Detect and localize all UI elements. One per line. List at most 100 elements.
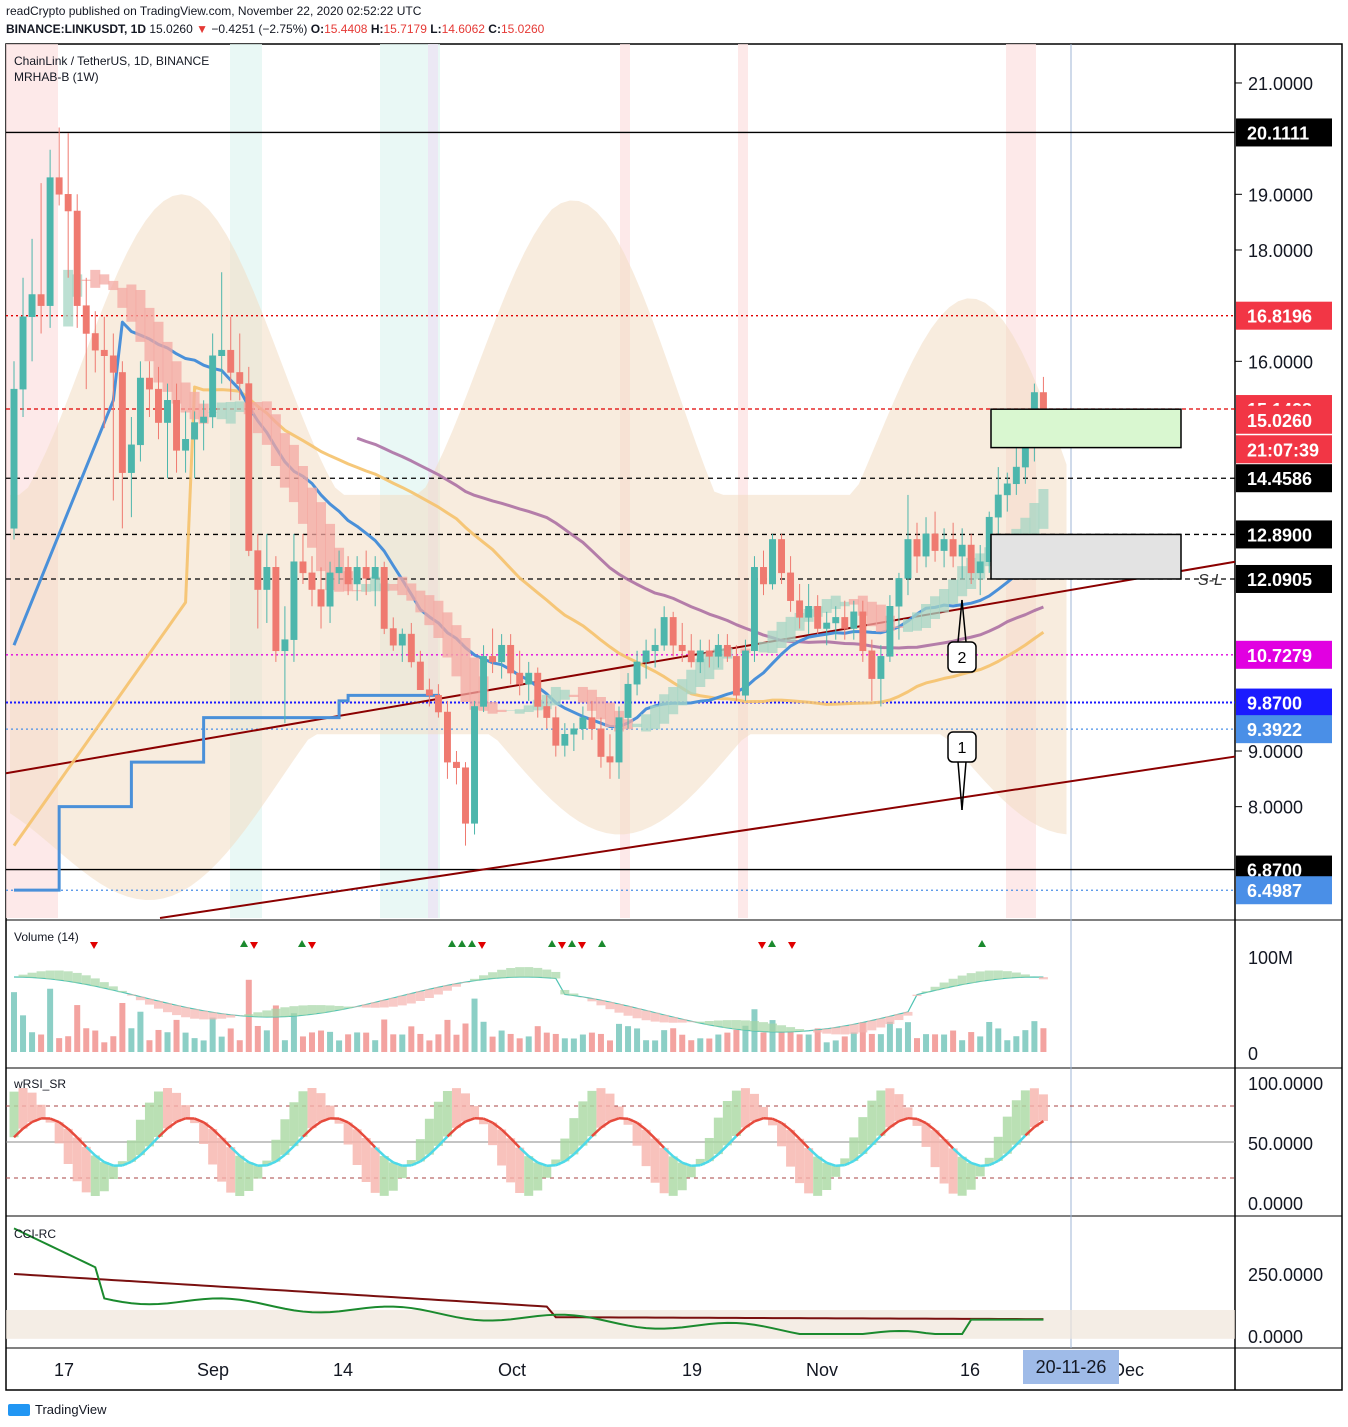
candle[interactable] xyxy=(606,734,614,779)
candle[interactable] xyxy=(760,550,767,596)
candle[interactable] xyxy=(317,567,325,629)
candle[interactable] xyxy=(904,494,912,596)
candle[interactable] xyxy=(82,277,90,390)
candle[interactable] xyxy=(994,467,1002,540)
candle[interactable] xyxy=(182,411,190,473)
candle[interactable] xyxy=(660,606,668,651)
candle[interactable] xyxy=(218,272,226,384)
candle[interactable] xyxy=(398,628,406,662)
candle[interactable] xyxy=(480,645,488,713)
candle[interactable] xyxy=(136,361,144,462)
candle[interactable] xyxy=(597,717,605,768)
candle[interactable] xyxy=(552,706,560,757)
candle[interactable] xyxy=(453,750,460,785)
candle[interactable] xyxy=(19,277,27,417)
candle[interactable] xyxy=(714,634,722,668)
price-badge[interactable] xyxy=(1236,301,1332,330)
candle[interactable] xyxy=(353,556,361,601)
candle[interactable] xyxy=(859,600,867,662)
price-badge[interactable] xyxy=(1236,464,1332,493)
candle[interactable] xyxy=(633,650,641,696)
candle[interactable] xyxy=(254,533,262,629)
candle[interactable] xyxy=(642,639,650,679)
price-badge[interactable] xyxy=(1236,118,1332,147)
candle[interactable] xyxy=(362,550,370,596)
candle[interactable] xyxy=(326,561,334,623)
candle[interactable] xyxy=(344,556,352,596)
candle[interactable] xyxy=(615,706,623,779)
candle[interactable] xyxy=(28,238,36,362)
candle[interactable] xyxy=(155,366,162,440)
candle[interactable] xyxy=(922,517,930,568)
candle[interactable] xyxy=(940,528,948,568)
candle[interactable] xyxy=(173,383,180,473)
candle[interactable] xyxy=(976,545,984,596)
candle[interactable] xyxy=(931,511,939,562)
symbol-label[interactable]: BINANCE:LINKUSDT, 1D xyxy=(6,22,147,36)
candle[interactable] xyxy=(507,634,515,685)
candle[interactable] xyxy=(913,522,921,573)
candle[interactable] xyxy=(118,361,126,529)
price-badge[interactable] xyxy=(1236,876,1332,905)
candle[interactable] xyxy=(787,556,795,612)
candle[interactable] xyxy=(146,361,153,417)
candle[interactable] xyxy=(434,684,442,718)
candle[interactable] xyxy=(290,533,298,662)
candle[interactable] xyxy=(55,127,63,206)
candle[interactable] xyxy=(832,606,840,640)
candle[interactable] xyxy=(823,611,831,646)
candle[interactable] xyxy=(263,533,271,623)
candle[interactable] xyxy=(723,634,731,662)
candle[interactable] xyxy=(687,634,695,668)
candle[interactable] xyxy=(895,572,903,640)
candle[interactable] xyxy=(380,561,388,635)
price-badge[interactable] xyxy=(1236,564,1332,593)
candle[interactable] xyxy=(416,650,424,691)
candle[interactable] xyxy=(164,383,171,479)
candle[interactable] xyxy=(100,316,108,429)
candle[interactable] xyxy=(732,645,740,701)
candle[interactable] xyxy=(525,661,533,701)
candle[interactable] xyxy=(236,333,244,401)
candle[interactable] xyxy=(561,723,569,757)
candle[interactable] xyxy=(425,678,433,707)
price-badge[interactable] xyxy=(1236,715,1332,744)
candle[interactable] xyxy=(696,639,704,674)
candle[interactable] xyxy=(516,650,524,696)
candle[interactable] xyxy=(335,550,343,584)
price-badge[interactable] xyxy=(1236,520,1332,549)
candle[interactable] xyxy=(127,416,135,518)
candle[interactable] xyxy=(64,133,72,278)
candle[interactable] xyxy=(245,366,253,557)
price-badge[interactable] xyxy=(1236,688,1332,717)
candle[interactable] xyxy=(489,628,497,674)
candle[interactable] xyxy=(227,316,235,401)
candle[interactable] xyxy=(471,700,478,835)
candle[interactable] xyxy=(534,667,542,718)
candle[interactable] xyxy=(958,528,966,579)
candle[interactable] xyxy=(877,645,885,707)
candle[interactable] xyxy=(741,639,749,701)
candle[interactable] xyxy=(705,639,713,668)
price-badge[interactable] xyxy=(1236,640,1332,669)
candle[interactable] xyxy=(967,533,975,584)
candle[interactable] xyxy=(886,595,894,662)
cursor-date-badge[interactable] xyxy=(1023,1350,1119,1384)
candle[interactable] xyxy=(850,600,858,640)
candle[interactable] xyxy=(272,556,280,662)
candle[interactable] xyxy=(389,617,397,651)
candle[interactable] xyxy=(281,606,289,724)
candle[interactable] xyxy=(443,700,451,779)
candle[interactable] xyxy=(805,583,813,635)
candle[interactable] xyxy=(868,639,876,701)
footer-brand[interactable]: TradingView xyxy=(8,1402,107,1417)
candle[interactable] xyxy=(299,533,307,584)
candle[interactable] xyxy=(46,149,54,328)
candle[interactable] xyxy=(498,634,506,679)
candle[interactable] xyxy=(10,361,18,540)
candle[interactable] xyxy=(769,533,776,590)
price-axis[interactable]: 21.0000 19.0000 18.0000 16.0000 9.0000 8.0000… xyxy=(1235,74,1332,905)
candle[interactable] xyxy=(462,762,469,846)
candle[interactable] xyxy=(371,556,379,607)
